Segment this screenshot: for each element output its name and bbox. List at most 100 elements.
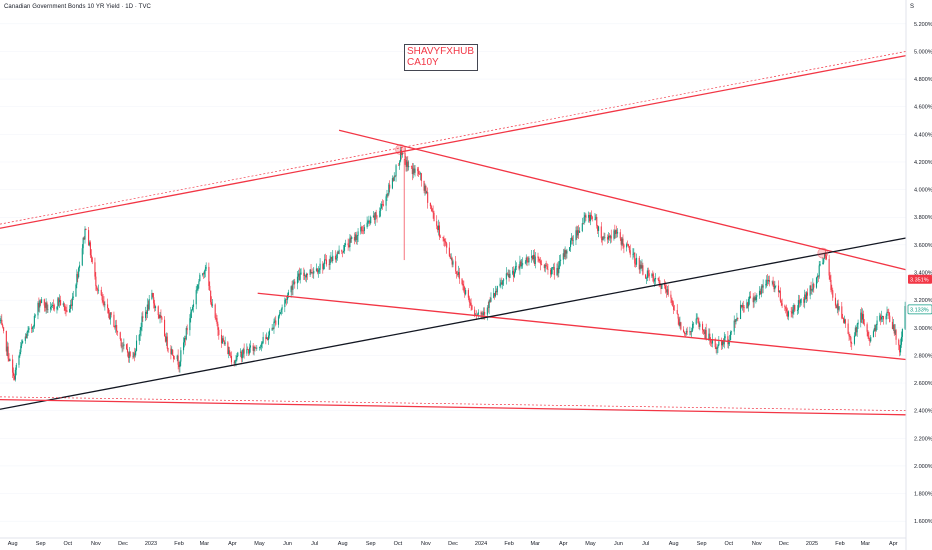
candle-body: [379, 210, 381, 218]
time-axis[interactable]: Aug Sep Oct Nov Dec 2023 Feb Mar Apr May Jun Jul Aug…: [0, 537, 906, 547]
candle-body: [664, 285, 667, 290]
candle-body: [696, 318, 698, 320]
candle-body: [46, 302, 48, 310]
time-tick-label: Aug: [8, 541, 18, 547]
candle-body: [152, 293, 154, 298]
candle-body: [619, 232, 621, 239]
candle-body: [819, 264, 821, 266]
candle-body: [537, 256, 539, 258]
candle-body: [703, 331, 705, 334]
candle-body: [653, 276, 655, 282]
candle-body: [189, 318, 191, 331]
candle-body: [133, 353, 135, 357]
candle-body: [389, 184, 391, 189]
candle-body: [85, 228, 87, 231]
candle-body: [39, 300, 41, 308]
candle-body: [344, 243, 346, 246]
candle-body: [246, 349, 248, 354]
candle-body: [533, 254, 535, 264]
candle-body: [290, 286, 292, 293]
candle-body: [298, 273, 300, 280]
candle-body: [524, 262, 526, 264]
candle-body: [809, 285, 811, 296]
candle-body: [319, 263, 321, 270]
candle-body: [785, 307, 787, 309]
candle-body: [6, 346, 8, 352]
candle-body: [697, 318, 699, 323]
candle-body: [368, 221, 370, 222]
candle-body: [901, 328, 903, 337]
candle-body: [541, 264, 543, 266]
candle-body: [543, 264, 545, 269]
candle-body: [882, 316, 884, 320]
candle-body: [648, 273, 650, 277]
candle-body: [279, 312, 281, 315]
time-tick-label: Nov: [752, 541, 762, 547]
scale-label[interactable]: S: [910, 4, 915, 10]
candle-body: [499, 283, 501, 286]
candle-body: [577, 230, 579, 236]
candle-body: [185, 327, 187, 340]
candle-body: [457, 272, 459, 275]
candle-body: [259, 346, 261, 348]
candle-body: [140, 327, 142, 331]
candle-body: [202, 273, 204, 275]
candle-body: [551, 267, 554, 269]
candle-body: [711, 339, 714, 344]
text-annotation[interactable]: SHAVYFXHUB CA10Y: [404, 44, 479, 71]
candle-body: [798, 300, 800, 304]
candle-body: [296, 276, 299, 284]
candle-body: [450, 257, 452, 259]
candle-body: [853, 335, 856, 344]
candle-body: [595, 216, 597, 220]
candle-body: [787, 311, 790, 317]
candle-body: [406, 161, 408, 167]
candle-body: [400, 150, 402, 162]
candle-body: [27, 329, 29, 333]
candle-body: [281, 306, 283, 310]
time-tick-label: Aug: [669, 541, 679, 547]
candle-body: [640, 264, 642, 269]
candle-body: [159, 315, 161, 319]
candle-body: [684, 333, 686, 335]
candle-body: [885, 315, 887, 320]
candle-body: [375, 212, 377, 217]
candle-body: [286, 294, 289, 300]
candle-body: [13, 372, 15, 376]
candle-body: [792, 309, 794, 314]
candle-body: [866, 324, 868, 332]
candle-body: [822, 262, 824, 265]
candle-body: [602, 236, 604, 241]
candle-body: [411, 166, 413, 175]
candle-body: [128, 351, 130, 358]
candle-body: [786, 308, 788, 312]
candle-body: [315, 268, 318, 271]
candle-body: [749, 296, 751, 299]
candle-body: [89, 242, 91, 256]
candle-body: [633, 252, 635, 255]
candle-body: [198, 281, 200, 285]
candle-body: [197, 284, 199, 290]
candle-body: [331, 257, 333, 261]
candle-body: [672, 302, 674, 307]
time-tick-label: Feb: [504, 541, 513, 547]
price-tick-label: 2.400%: [914, 409, 932, 415]
candle-body: [471, 305, 473, 310]
candle-body: [452, 261, 454, 265]
candle-body: [759, 290, 761, 295]
candle-body: [812, 283, 814, 290]
candle-body: [262, 336, 264, 343]
candle-body: [191, 309, 193, 313]
candle-body: [900, 336, 903, 345]
candle-body: [431, 208, 433, 212]
trendlines[interactable]: [0, 51, 907, 416]
candle-body: [683, 331, 686, 334]
candle-body: [100, 289, 102, 296]
time-tick-label: Mar: [200, 541, 210, 547]
candle-body: [186, 327, 188, 331]
candle-body: [148, 298, 150, 310]
candle-body: [218, 329, 220, 335]
candle-body: [746, 302, 748, 309]
price-axis[interactable]: 5.200% 5.000% 4.800% 4.600% 4.400% 4.200% 4.00…: [905, 0, 932, 550]
